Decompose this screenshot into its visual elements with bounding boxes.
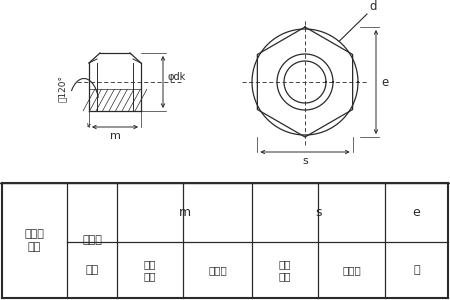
Text: m: m: [109, 131, 121, 141]
Text: ねじの
呼び: ねじの 呼び: [25, 229, 45, 252]
Text: 許容差: 許容差: [208, 265, 227, 275]
Text: s: s: [315, 206, 322, 219]
Text: 約120°: 約120°: [58, 74, 67, 101]
Text: e: e: [413, 206, 420, 219]
Text: e: e: [381, 76, 388, 88]
Text: m: m: [179, 206, 190, 219]
Text: 並目: 並目: [86, 265, 99, 275]
Text: 約: 約: [413, 265, 420, 275]
Text: ピッチ: ピッチ: [82, 236, 102, 245]
Text: d: d: [369, 0, 377, 13]
Text: φdk: φdk: [167, 72, 185, 82]
Text: 基準
尸法: 基準 尸法: [144, 259, 156, 281]
Text: s: s: [302, 156, 308, 166]
Text: 許容差: 許容差: [342, 265, 361, 275]
Text: 基準
尸法: 基準 尸法: [279, 259, 291, 281]
